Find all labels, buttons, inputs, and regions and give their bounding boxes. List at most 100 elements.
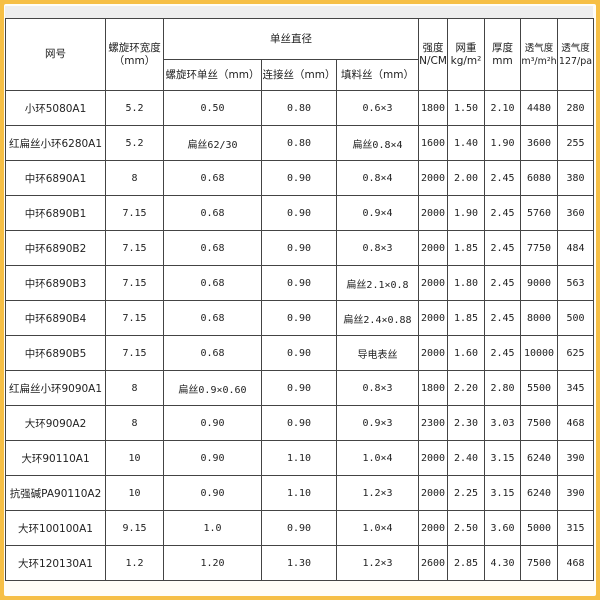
cell-filler: 1.0×4 — [336, 510, 419, 546]
cell-weight: 1.90 — [447, 195, 485, 231]
header-thickness: 厚度 mm — [484, 18, 521, 91]
cell-width: 8 — [105, 405, 164, 441]
cell-perm1: 10000 — [520, 335, 558, 371]
cell-weight: 2.25 — [447, 475, 485, 511]
cell-thickness: 2.45 — [484, 300, 521, 336]
cell-spiral: 0.68 — [163, 300, 262, 336]
cell-spiral: 0.68 — [163, 335, 262, 371]
cell-width: 10 — [105, 475, 164, 511]
cell-thickness: 3.60 — [484, 510, 521, 546]
cell-strength: 1800 — [418, 90, 448, 126]
cell-perm1: 7750 — [520, 230, 558, 266]
cell-thickness: 2.10 — [484, 90, 521, 126]
cell-connect: 0.90 — [261, 300, 337, 336]
cell-perm2: 484 — [557, 230, 594, 266]
cell-perm2: 563 — [557, 265, 594, 301]
table-row: 大环100100A1 9.15 1.0 0.90 1.0×4 2000 2.50 3.60 50… — [5, 510, 594, 546]
cell-strength: 2000 — [418, 475, 448, 511]
table-row: 中环6890A1 8 0.68 0.90 0.8×4 2000 2.00 2.45 6080 38… — [5, 160, 594, 196]
cell-spiral: 0.68 — [163, 265, 262, 301]
cell-thickness: 2.80 — [484, 370, 521, 406]
cell-thickness: 3.15 — [484, 440, 521, 476]
table-row: 大环9090A2 8 0.90 0.90 0.9×3 2300 2.30 3.03 7500 46… — [5, 405, 594, 441]
cell-model: 中环6890B1 — [5, 195, 106, 231]
table-row: 中环6890B3 7.15 0.68 0.90 扁丝2.1×0.8 2000 1.80 2.4… — [5, 265, 594, 301]
cell-weight: 1.85 — [447, 230, 485, 266]
cell-width: 8 — [105, 160, 164, 196]
cell-spiral: 0.50 — [163, 90, 262, 126]
header-weight-label: 网重 — [455, 41, 477, 54]
cell-thickness: 2.45 — [484, 160, 521, 196]
cell-perm2: 360 — [557, 195, 594, 231]
cell-width: 1.2 — [105, 545, 164, 581]
cell-width: 9.15 — [105, 510, 164, 546]
cell-filler: 0.8×3 — [336, 230, 419, 266]
cell-perm1: 5500 — [520, 370, 558, 406]
cell-model: 红扁丝小环6280A1 — [5, 125, 106, 161]
cell-model: 中环6890B4 — [5, 300, 106, 336]
cell-connect: 0.80 — [261, 90, 337, 126]
cell-strength: 2000 — [418, 195, 448, 231]
cell-strength: 2300 — [418, 405, 448, 441]
table-row: 红扁丝小环6280A1 5.2 扁丝62/30 0.80 扁丝0.8×4 1600 1.40… — [5, 125, 594, 161]
header-thickness-unit: mm — [492, 54, 513, 67]
table-row: 大环120130A1 1.2 1.20 1.30 1.2×3 2600 2.85 4.30 75… — [5, 545, 594, 581]
cell-spiral: 1.20 — [163, 545, 262, 581]
table-row: 中环6890B4 7.15 0.68 0.90 扁丝2.4×0.88 2000 1.85 2.… — [5, 300, 594, 336]
cell-thickness: 4.30 — [484, 545, 521, 581]
cell-connect: 0.90 — [261, 370, 337, 406]
cell-weight: 2.85 — [447, 545, 485, 581]
cell-perm1: 6240 — [520, 475, 558, 511]
table-row: 抗强碱PA90110A2 10 0.90 1.10 1.2×3 2000 2.25 3.15 6… — [5, 475, 594, 511]
header-perm1: 透气度 m³/m²h — [520, 18, 558, 91]
table-row: 红扁丝小环9090A1 8 扁丝0.9×0.60 0.90 0.8×3 1800 2.20 2… — [5, 370, 594, 406]
cell-perm1: 7500 — [520, 545, 558, 581]
cell-filler: 1.2×3 — [336, 475, 419, 511]
cell-connect: 0.90 — [261, 335, 337, 371]
header-strength: 强度 N/CM — [418, 18, 448, 91]
cell-weight: 1.40 — [447, 125, 485, 161]
cell-model: 中环6890B2 — [5, 230, 106, 266]
cell-weight: 1.80 — [447, 265, 485, 301]
header-perm2-unit: 127/pa — [558, 55, 593, 67]
cell-thickness: 1.90 — [484, 125, 521, 161]
cell-strength: 2000 — [418, 335, 448, 371]
table-row: 中环6890B2 7.15 0.68 0.90 0.8×3 2000 1.85 2.45 775… — [5, 230, 594, 266]
cell-model: 中环6890A1 — [5, 160, 106, 196]
cell-spiral: 扁丝62/30 — [163, 125, 262, 161]
cell-weight: 2.20 — [447, 370, 485, 406]
cell-model: 中环6890B5 — [5, 335, 106, 371]
header-strength-unit: N/CM — [419, 54, 447, 67]
header-perm2-label: 透气度 — [561, 42, 590, 54]
cell-model: 红扁丝小环9090A1 — [5, 370, 106, 406]
cell-spiral: 0.90 — [163, 475, 262, 511]
cell-width: 10 — [105, 440, 164, 476]
cell-weight: 1.85 — [447, 300, 485, 336]
cell-perm2: 468 — [557, 545, 594, 581]
header-filler: 填料丝（mm） — [336, 59, 419, 91]
header-perm2: 透气度 127/pa — [557, 18, 594, 91]
cell-perm2: 468 — [557, 405, 594, 441]
cell-model: 中环6890B3 — [5, 265, 106, 301]
cell-filler: 1.0×4 — [336, 440, 419, 476]
cell-connect: 0.90 — [261, 195, 337, 231]
cell-model: 小环5080A1 — [5, 90, 106, 126]
cell-strength: 2000 — [418, 440, 448, 476]
cell-thickness: 3.15 — [484, 475, 521, 511]
cell-perm1: 4480 — [520, 90, 558, 126]
cell-connect: 0.90 — [261, 160, 337, 196]
header-thickness-label: 厚度 — [492, 41, 513, 54]
cell-connect: 0.90 — [261, 510, 337, 546]
cell-model: 大环9090A2 — [5, 405, 106, 441]
top-band — [5, 6, 593, 18]
header-strength-label: 强度 — [422, 41, 444, 54]
cell-width: 8 — [105, 370, 164, 406]
header-diameter: 单丝直径 — [163, 18, 419, 60]
table-row: 中环6890B5 7.15 0.68 0.90 导电表丝 2000 1.60 2.45 1000… — [5, 335, 594, 371]
cell-perm1: 7500 — [520, 405, 558, 441]
cell-connect: 0.90 — [261, 230, 337, 266]
cell-thickness: 2.45 — [484, 265, 521, 301]
cell-perm1: 9000 — [520, 265, 558, 301]
cell-filler: 0.8×4 — [336, 160, 419, 196]
cell-thickness: 3.03 — [484, 405, 521, 441]
